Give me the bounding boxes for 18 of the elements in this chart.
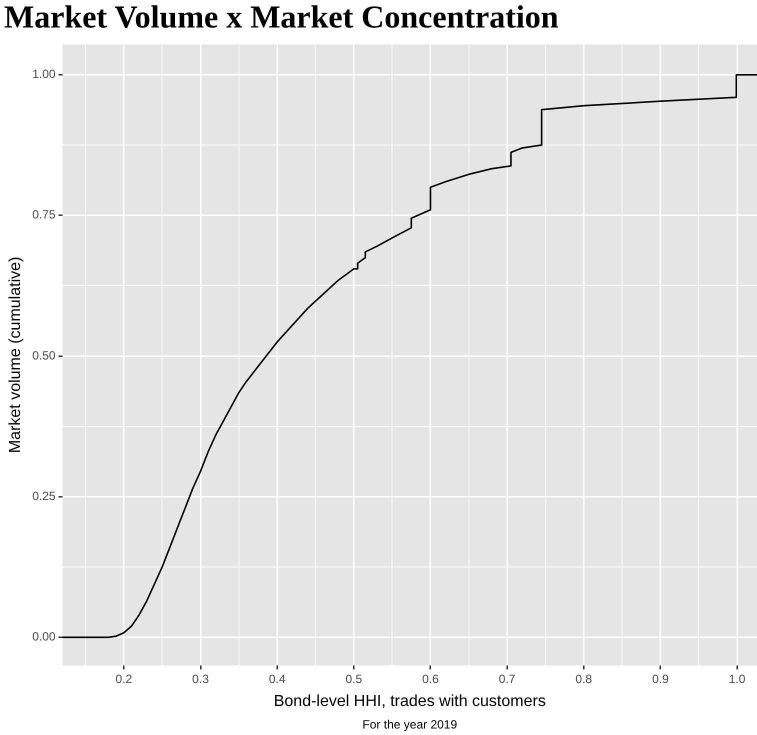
x-tick-label: 0.9: [652, 672, 670, 686]
x-axis-title: Bond-level HHI, trades with customers: [274, 692, 546, 710]
x-tick-label: 0.7: [498, 672, 516, 686]
x-tick-label: 0.5: [345, 672, 362, 686]
y-tick-label: 0.00: [32, 630, 56, 644]
y-tick-label: 0.50: [32, 348, 56, 362]
chart-title: Market Volume x Market Concentration: [4, 0, 559, 34]
x-tick-label: 0.6: [422, 672, 440, 686]
y-tick-label: 0.75: [32, 208, 56, 222]
x-tick-label: 0.8: [575, 672, 592, 686]
x-tick-label: 0.2: [116, 672, 133, 686]
x-tick-label: 0.3: [192, 672, 210, 686]
y-tick-label: 0.25: [32, 488, 56, 503]
x-tick-label: 0.4: [268, 672, 286, 686]
y-tick-label: 1.00: [32, 67, 56, 82]
text: For the year 2019: [362, 717, 458, 732]
y-axis-title: Market volume (cumulative): [7, 256, 24, 454]
x-tick-label: 1.0: [728, 672, 746, 686]
